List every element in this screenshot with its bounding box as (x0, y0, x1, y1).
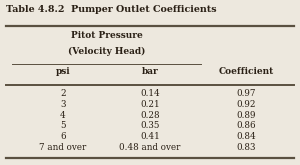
Text: 6: 6 (60, 132, 66, 141)
Text: 5: 5 (60, 121, 66, 130)
Text: 0.14: 0.14 (140, 89, 160, 98)
Text: 0.89: 0.89 (236, 111, 256, 120)
Text: 0.84: 0.84 (236, 132, 256, 141)
Text: 3: 3 (60, 100, 66, 109)
Text: (Velocity Head): (Velocity Head) (68, 47, 145, 56)
Text: 2: 2 (60, 89, 66, 98)
Text: 0.28: 0.28 (140, 111, 160, 120)
Text: 0.41: 0.41 (140, 132, 160, 141)
Text: 0.86: 0.86 (236, 121, 256, 130)
Text: Table 4.8.2  Pumper Outlet Coefficients: Table 4.8.2 Pumper Outlet Coefficients (6, 5, 217, 14)
Text: Pitot Pressure: Pitot Pressure (70, 31, 142, 40)
Text: bar: bar (142, 67, 158, 76)
Text: 7 and over: 7 and over (39, 143, 87, 152)
Text: 0.21: 0.21 (140, 100, 160, 109)
Text: 4: 4 (60, 111, 66, 120)
Text: 0.48 and over: 0.48 and over (119, 143, 181, 152)
Text: 0.83: 0.83 (236, 143, 256, 152)
Text: Coefficient: Coefficient (218, 67, 274, 76)
Text: psi: psi (56, 67, 70, 76)
Text: 0.92: 0.92 (236, 100, 256, 109)
Text: 0.35: 0.35 (140, 121, 160, 130)
Text: 0.97: 0.97 (236, 89, 256, 98)
